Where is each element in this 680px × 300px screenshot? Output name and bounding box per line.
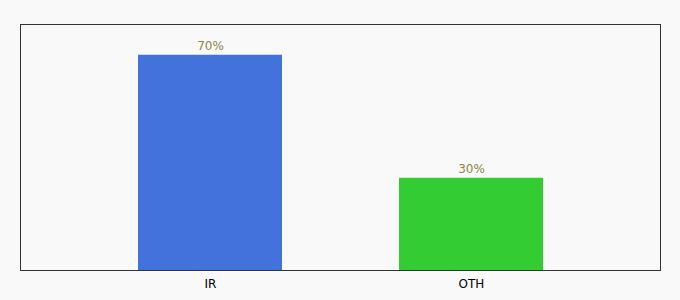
- svg-text:OTH: OTH: [459, 277, 485, 291]
- svg-text:70%: 70%: [197, 39, 224, 53]
- svg-text:IR: IR: [205, 277, 217, 291]
- svg-text:30%: 30%: [458, 162, 485, 176]
